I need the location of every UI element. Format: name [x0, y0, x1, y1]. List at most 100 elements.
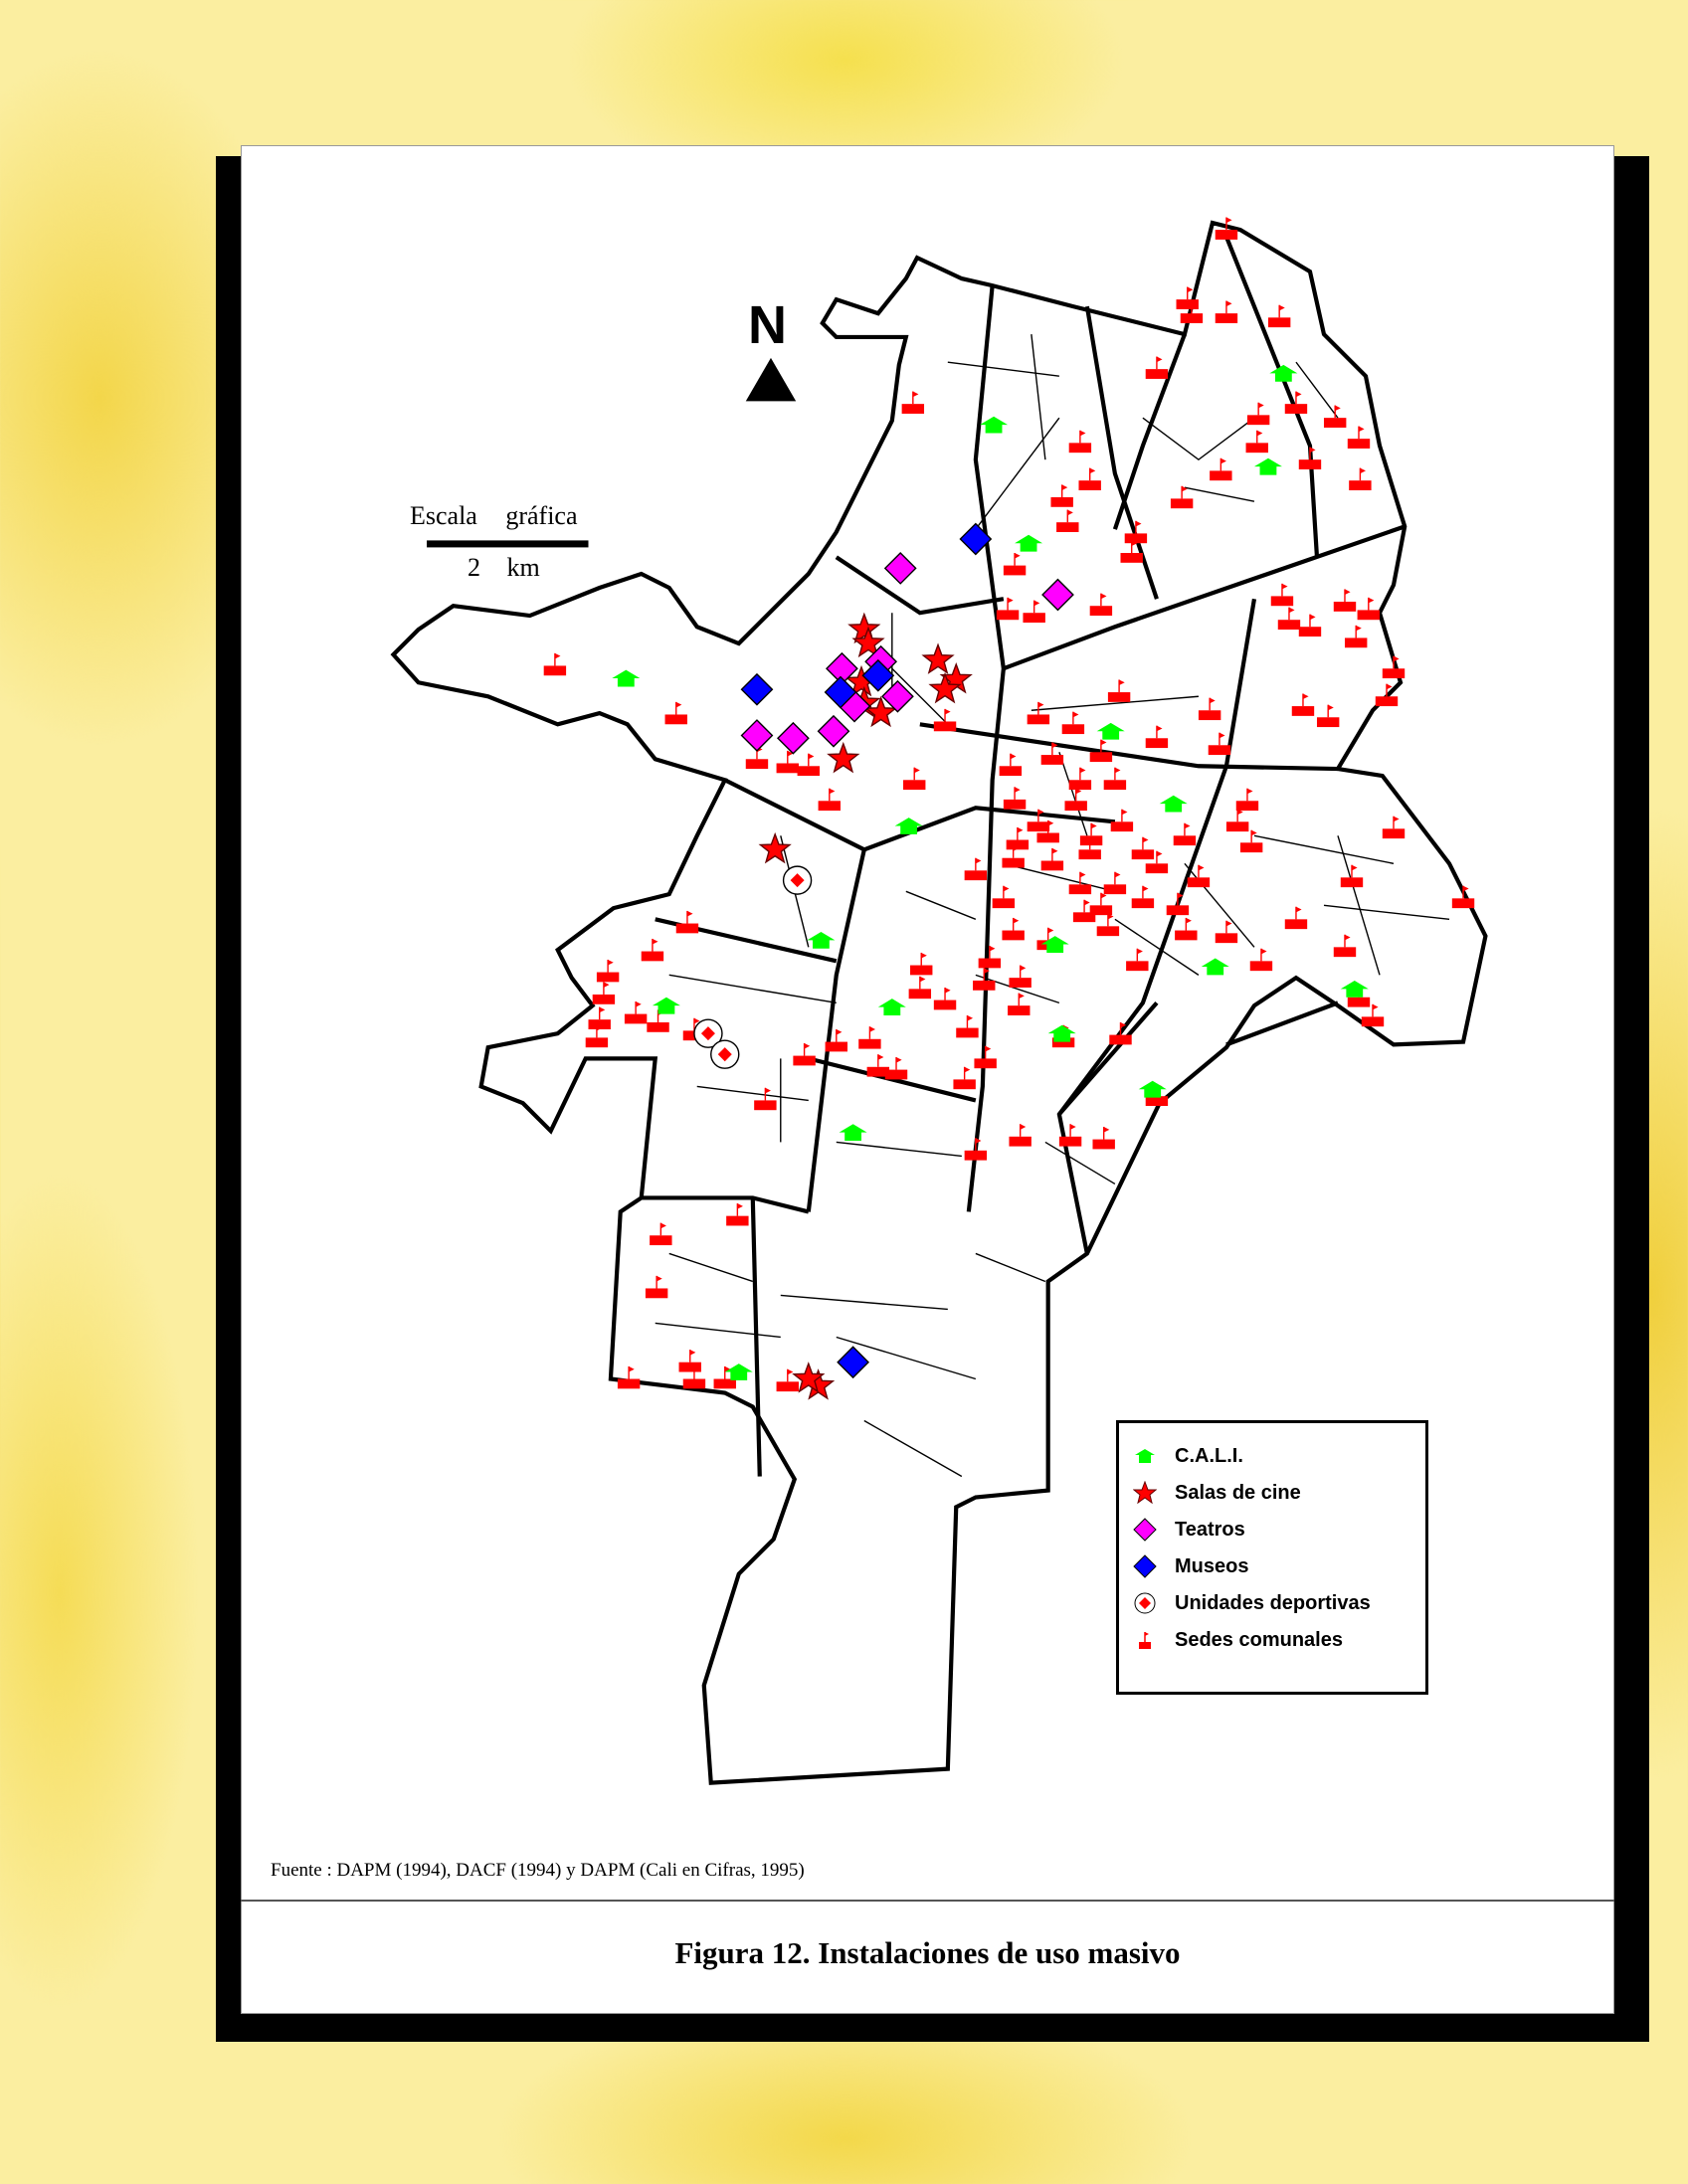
flag-base	[1382, 668, 1406, 679]
flag-pennant	[603, 982, 610, 988]
sede-comunal-flag-icon	[964, 1138, 988, 1161]
flag-base	[1344, 637, 1368, 648]
sede-comunal-flag-icon	[1050, 484, 1073, 507]
sede-comunal-flag-icon	[973, 968, 996, 991]
flag-pennant	[1309, 614, 1316, 621]
sede-comunal-flag-icon	[1239, 829, 1263, 853]
flag-pennant	[869, 1026, 876, 1032]
theater-diamond-icon	[817, 714, 850, 748]
neighborhood-lines	[655, 334, 1450, 1478]
neighborhood-line	[1295, 361, 1339, 419]
flag-base	[1347, 997, 1371, 1007]
flag-base	[1092, 1139, 1115, 1150]
flag-base	[1347, 439, 1371, 449]
flag-base	[1009, 1136, 1032, 1147]
flag-pennant	[629, 1365, 635, 1372]
flag-base	[776, 763, 799, 774]
flag-pennant	[1156, 356, 1163, 363]
sede-comunal-flag-icon	[999, 753, 1023, 777]
sede-comunal-flag-icon	[1235, 788, 1259, 812]
flag-pennant	[1100, 593, 1107, 600]
flag-pennant	[765, 1087, 771, 1094]
flag-base	[592, 994, 616, 1004]
flag-pennant	[1302, 693, 1309, 700]
sede-comunal-flag-icon	[1008, 993, 1031, 1015]
flag-base	[1110, 821, 1134, 832]
museum-diamond-icon	[824, 675, 857, 709]
neighborhood-line	[668, 1252, 753, 1283]
sede-comunal-flag-icon	[1277, 607, 1301, 631]
flag-base	[1008, 1005, 1031, 1015]
sede-comunal-flag-icon	[1027, 809, 1050, 832]
flag-pennant	[1051, 742, 1058, 749]
sede-comunal-flag-icon	[1040, 847, 1064, 871]
flag-pennant	[896, 1056, 902, 1063]
sede-comunal-flag-icon	[964, 857, 988, 881]
sede-comunal-flag-icon	[1180, 300, 1204, 323]
theater-diamond-icon	[740, 719, 774, 752]
sede-comunal-flag-icon	[617, 1365, 641, 1389]
district-line	[1112, 333, 1187, 530]
flag-pennant	[1013, 917, 1020, 924]
flag-pennant	[1463, 885, 1469, 892]
flag-base	[1009, 978, 1032, 988]
flag-pennant	[921, 952, 927, 959]
flag-base	[1131, 898, 1155, 909]
neighborhood-line	[1058, 752, 1088, 836]
cali-icon	[1159, 795, 1188, 813]
flag-pennant	[1075, 788, 1082, 795]
flag-pennant	[1309, 447, 1316, 454]
cinema-star-icon	[863, 695, 898, 728]
sede-comunal-flag-icon	[1009, 1124, 1032, 1147]
sede-comunal-flag-icon	[1333, 934, 1357, 958]
flag-pennant	[1295, 906, 1302, 913]
district-line	[1223, 236, 1320, 558]
sede-comunal-flag-icon	[866, 1054, 890, 1077]
flag-base	[858, 1038, 881, 1049]
flag-base	[1145, 369, 1169, 379]
sede-comunal-flag-icon	[1027, 701, 1050, 725]
sede-comunal-flag-icon	[1284, 391, 1308, 414]
legend: C.A.L.I. Salas de cine Teatros Museos Un…	[1116, 1420, 1428, 1695]
flag-pennant	[1047, 819, 1054, 826]
flag-base	[596, 972, 620, 983]
flag-pennant	[1079, 871, 1086, 878]
flag-pennant	[1114, 767, 1121, 774]
sede-comunal-flag-icon	[953, 1066, 976, 1090]
neighborhood-line	[780, 1294, 948, 1311]
neighborhood-line	[1114, 918, 1200, 976]
flag-base	[1340, 877, 1364, 888]
sede-comunal-flag-icon	[1215, 920, 1238, 944]
flag-pennant	[1356, 625, 1362, 632]
flag-pennant	[787, 750, 794, 757]
flag-pennant	[1037, 701, 1044, 708]
sede-comunal-flag-icon	[1198, 697, 1221, 721]
sede-comunal-flag-icon	[1109, 1021, 1132, 1045]
sede-comunal-flag-icon	[858, 1026, 881, 1049]
flag-pennant	[945, 708, 951, 715]
flag-base	[1187, 877, 1211, 888]
flag-pennant	[693, 1017, 700, 1024]
sede-comunal-flag-icon	[1349, 467, 1372, 490]
sede-comunal-flag-icon	[1110, 809, 1134, 832]
cinema-star-icon	[827, 741, 860, 774]
theater-diamond-icon	[1041, 578, 1074, 612]
source-note: Fuente : DAPM (1994), DACF (1994) y DAPM…	[271, 1860, 805, 1881]
sede-comunal-flag-icon	[1375, 683, 1399, 707]
flag-pennant	[1051, 847, 1058, 854]
sede-comunal-flag-icon	[1003, 787, 1027, 810]
flag-base	[1267, 317, 1291, 328]
sede-comunal-flag-icon	[1056, 509, 1079, 532]
flag-base	[1166, 905, 1190, 916]
flag-pennant	[608, 959, 614, 966]
flag-pennant	[1015, 553, 1021, 559]
neighborhood-line	[863, 1419, 963, 1478]
flag-pennant	[1119, 679, 1125, 686]
flag-pennant	[1135, 520, 1142, 527]
flag-base	[1040, 755, 1064, 765]
legend-item-deportivas: Unidades deportivas	[1175, 1592, 1371, 1614]
sede-comunal-flag-icon	[1002, 845, 1025, 868]
flag-base	[1003, 799, 1027, 810]
flag-pennant	[804, 1042, 811, 1049]
district-line	[750, 1197, 762, 1477]
